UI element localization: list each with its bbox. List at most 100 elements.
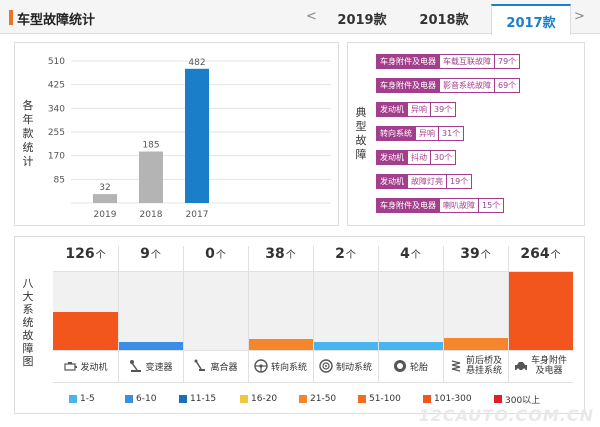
fault-tag-row[interactable]: 车身附件及电器 影音系统故障 69个 <box>376 78 521 93</box>
system-name: 轮胎 <box>409 362 428 373</box>
car-body-icon <box>514 359 528 373</box>
tire-icon <box>393 359 407 373</box>
steering-wheel-icon <box>254 359 268 373</box>
legend-swatch <box>240 395 248 403</box>
system-bar[interactable] <box>118 342 183 350</box>
bar-value-label: 482 <box>188 58 205 68</box>
watermark: 12CAUTO.COM.CN <box>418 406 594 425</box>
row-divider <box>53 382 573 383</box>
system-label-cell[interactable]: 发动机 <box>53 351 118 381</box>
engine-icon <box>63 359 78 373</box>
fault-category-tag: 发动机 <box>376 102 408 117</box>
system-name: 变速器 <box>145 362 173 373</box>
system-bar[interactable] <box>313 342 378 350</box>
fault-name-tag: 车载互联故障 <box>440 54 495 69</box>
y-tick-label: 510 <box>48 57 65 67</box>
bar-2019 <box>93 194 117 203</box>
system-bar[interactable] <box>443 338 508 350</box>
system-bar[interactable] <box>378 342 443 350</box>
system-count: 126个 <box>53 246 118 271</box>
fault-count-tag: 79个 <box>495 54 521 69</box>
legend-swatch <box>494 395 502 403</box>
legend-item: 21-50 <box>299 393 336 405</box>
legend-item: 11-15 <box>179 393 216 405</box>
gear-shift-icon <box>128 359 142 373</box>
column-divider <box>248 246 249 382</box>
column-divider <box>378 246 379 382</box>
system-name: 车身附件 及电器 <box>530 356 567 376</box>
y-tick-label: 425 <box>48 81 65 91</box>
x-tick-label: 2018 <box>140 210 163 220</box>
fault-tag-row[interactable]: 车身附件及电器 车载互联故障 79个 <box>376 54 521 69</box>
fault-category-tag: 车身附件及电器 <box>376 198 440 213</box>
system-bar[interactable] <box>508 271 573 350</box>
system-column-bg <box>183 271 248 350</box>
fault-tag-row[interactable]: 转向系统 异响 31个 <box>376 126 465 141</box>
system-count-value: 126 <box>65 246 95 262</box>
system-name: 离合器 <box>210 362 238 373</box>
fault-tag-row[interactable]: 车身附件及电器 喇叭故障 15个 <box>376 198 505 213</box>
legend-label: 6-10 <box>136 394 157 404</box>
system-label-cell[interactable]: 前后桥及 悬挂系统 <box>443 351 508 381</box>
system-count-value: 2 <box>335 246 345 262</box>
fault-name-tag: 异响 <box>416 126 439 141</box>
y-tick-label: 170 <box>48 152 65 162</box>
legend-label: 1-5 <box>80 394 95 404</box>
system-name: 发动机 <box>80 362 108 373</box>
system-label-cell[interactable]: 轮胎 <box>378 351 443 381</box>
system-column-bg <box>378 271 443 350</box>
title-accent-mark <box>9 10 13 25</box>
brake-disc-icon <box>319 359 333 373</box>
system-label-cell[interactable]: 离合器 <box>183 351 248 381</box>
legend-label: 300以上 <box>505 395 541 406</box>
system-count-unit: 个 <box>215 250 226 261</box>
annual-bar-chart: 85 170 255 340 425 510 32 2019 185 2018 482 2017 <box>48 57 331 220</box>
row-divider <box>53 350 573 351</box>
system-column-bg <box>313 271 378 350</box>
system-count: 4个 <box>378 246 443 271</box>
tab-2018[interactable]: 2018款 <box>419 13 469 28</box>
fault-count-tag: 19个 <box>447 174 473 189</box>
legend-item: 300以上 <box>494 393 541 406</box>
header-bar: 车型故障统计 < 2019款 2018款 2017款 > <box>0 0 600 35</box>
fault-tag-row[interactable]: 发动机 故障灯亮 19个 <box>376 174 473 189</box>
typical-faults-panel: 典 型 故 障 车身附件及电器 车载互联故障 79个 车身附件及电器 影音系统故障 69个… <box>347 42 585 226</box>
annual-stats-panel: 各 年 款 统 计 85 170 255 340 425 510 32 2019 185 2018… <box>14 42 339 226</box>
system-label-cell[interactable]: 车身附件 及电器 <box>508 351 573 381</box>
tab-2019[interactable]: 2019款 <box>337 13 387 28</box>
system-count: 2个 <box>313 246 378 271</box>
tab-2017[interactable]: 2017款 <box>491 4 571 35</box>
y-tick-label: 85 <box>54 175 65 185</box>
system-count-unit: 个 <box>480 250 491 261</box>
fault-category-tag: 发动机 <box>376 150 408 165</box>
legend-item: 1-5 <box>69 393 95 405</box>
system-bar[interactable] <box>248 339 313 350</box>
fault-tag-row[interactable]: 发动机 异响 39个 <box>376 102 457 117</box>
system-count-unit: 个 <box>285 250 296 261</box>
system-label-cell[interactable]: 转向系统 <box>248 351 313 381</box>
legend-item: 6-10 <box>125 393 156 405</box>
system-count-unit: 个 <box>410 250 421 261</box>
system-column-bg <box>443 271 508 350</box>
fault-count-tag: 30个 <box>431 150 457 165</box>
bar-2017 <box>185 68 209 203</box>
fault-count-tag: 31个 <box>439 126 465 141</box>
system-count-unit: 个 <box>345 250 356 261</box>
system-count-value: 38 <box>265 246 285 262</box>
x-tick-label: 2019 <box>94 210 117 220</box>
system-column-bg <box>248 271 313 350</box>
bar-2018 <box>139 151 163 203</box>
legend-label: 51-100 <box>369 394 401 404</box>
system-label-cell[interactable]: 变速器 <box>118 351 183 381</box>
next-arrow-button[interactable]: > <box>574 9 585 24</box>
fault-category-tag: 车身附件及电器 <box>376 78 440 93</box>
system-bar[interactable] <box>53 312 118 350</box>
system-count-value: 0 <box>205 246 215 262</box>
system-name: 转向系统 <box>270 362 307 373</box>
fault-name-tag: 影音系统故障 <box>440 78 495 93</box>
prev-arrow-button[interactable]: < <box>306 9 317 24</box>
y-tick-label: 340 <box>48 104 65 114</box>
system-label-cell[interactable]: 制动系统 <box>313 351 378 381</box>
bar-value-label: 185 <box>142 140 159 150</box>
fault-tag-row[interactable]: 发动机 抖动 30个 <box>376 150 457 165</box>
